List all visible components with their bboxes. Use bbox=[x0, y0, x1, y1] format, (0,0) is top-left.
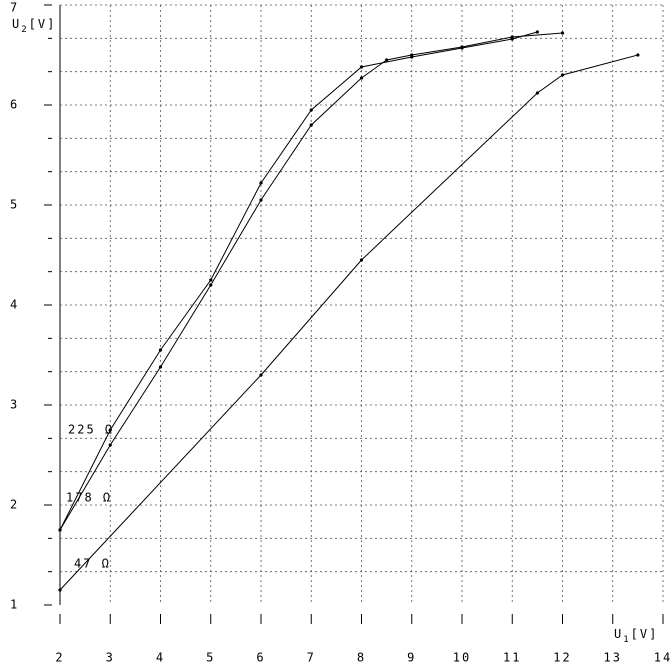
point-marker bbox=[385, 58, 389, 62]
point-marker bbox=[636, 53, 640, 57]
point-marker bbox=[309, 123, 313, 127]
point-marker bbox=[58, 588, 62, 592]
point-marker bbox=[359, 258, 364, 262]
point-marker bbox=[209, 283, 213, 287]
x-tick-label: 3 bbox=[106, 651, 115, 665]
point-marker bbox=[410, 53, 414, 57]
y-label-index: 2 bbox=[21, 25, 28, 35]
point-marker bbox=[359, 76, 364, 80]
x-tick-label: 14 bbox=[654, 651, 670, 665]
y-tick-label: 4 bbox=[10, 298, 19, 312]
point-marker bbox=[259, 181, 263, 185]
point-marker bbox=[209, 278, 213, 282]
point-marker bbox=[535, 30, 539, 34]
y-tick-label: 6 bbox=[10, 98, 19, 112]
y-tick-label: 7 bbox=[10, 1, 19, 15]
point-marker bbox=[108, 428, 112, 432]
point-marker bbox=[560, 31, 565, 35]
point-marker bbox=[309, 108, 313, 112]
x-tick-label: 7 bbox=[307, 651, 316, 665]
point-marker bbox=[158, 365, 163, 369]
x-label-unit: [V] bbox=[631, 627, 659, 641]
x-tick-label: 11 bbox=[503, 651, 521, 665]
point-marker bbox=[158, 348, 163, 352]
x-label-symbol: U bbox=[614, 627, 623, 641]
y-tick-label: 5 bbox=[10, 198, 19, 212]
y-tick-label: 3 bbox=[10, 398, 19, 412]
x-tick-label: 10 bbox=[453, 651, 471, 665]
point-marker bbox=[510, 35, 514, 39]
point-marker bbox=[108, 443, 112, 447]
point-marker bbox=[259, 198, 263, 202]
x-tick-label: 8 bbox=[357, 651, 366, 665]
point-marker bbox=[259, 373, 263, 377]
point-marker bbox=[560, 73, 565, 77]
point-marker bbox=[58, 528, 62, 532]
point-marker bbox=[535, 91, 539, 95]
x-axis-label: U1[V] bbox=[614, 627, 658, 645]
x-tick-label: 12 bbox=[553, 651, 571, 665]
x-tick-label: 2 bbox=[55, 651, 64, 665]
series-label: 47 Ω bbox=[74, 557, 111, 571]
point-marker bbox=[460, 45, 464, 49]
x-tick-label: 5 bbox=[206, 651, 215, 665]
series-label: 178 Ω bbox=[66, 491, 112, 505]
point-marker bbox=[359, 65, 364, 69]
x-tick-label: 6 bbox=[256, 651, 265, 665]
x-tick-label: 13 bbox=[604, 651, 622, 665]
x-tick-label: 4 bbox=[156, 651, 165, 665]
line-series bbox=[59, 32, 563, 531]
y-axis-label: U2[V] bbox=[12, 17, 56, 35]
x-tick-label: 9 bbox=[407, 651, 416, 665]
line-series bbox=[59, 54, 639, 591]
y-tick-label: 2 bbox=[10, 498, 19, 512]
y-tick-label: 1 bbox=[10, 598, 19, 612]
y-label-unit: [V] bbox=[29, 17, 57, 31]
x-label-index: 1 bbox=[623, 635, 630, 645]
series-label: 225 Ω bbox=[68, 423, 114, 437]
y-label-symbol: U bbox=[12, 17, 21, 31]
